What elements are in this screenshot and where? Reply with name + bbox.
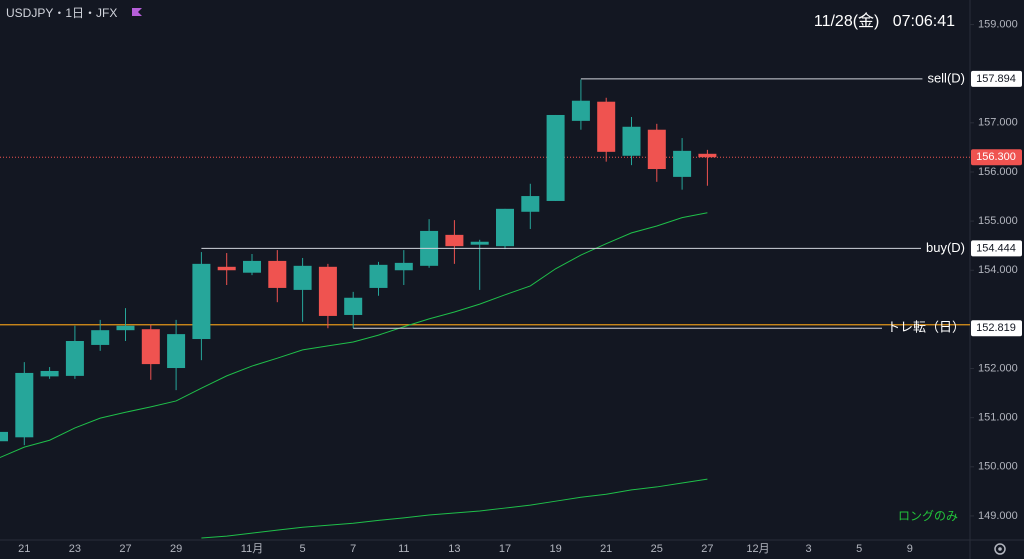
x-tick-label: 17 [499, 543, 511, 555]
candle-body [192, 263, 211, 340]
candle-body [318, 266, 337, 316]
candle-body [394, 262, 413, 271]
x-tick-label: 5 [856, 543, 862, 555]
candle-body [0, 431, 8, 442]
y-tick-label: 150.000 [978, 461, 1018, 473]
y-tick-label: 157.000 [978, 117, 1018, 129]
candle-body [369, 264, 388, 288]
candle-body [268, 260, 287, 288]
x-tick-label: 5 [300, 543, 306, 555]
candle-body [141, 329, 160, 365]
candle-body [698, 153, 717, 158]
candle-body [243, 260, 261, 273]
current-price-tag [971, 149, 1022, 166]
y-tick-label: 152.000 [978, 362, 1018, 374]
candle-body [496, 208, 514, 247]
x-tick-label: 12月 [746, 543, 769, 555]
price-tag-label: 154.444 [976, 242, 1016, 254]
x-tick-label: 29 [170, 543, 182, 555]
x-tick-label: 21 [600, 543, 612, 555]
candle-body [217, 266, 236, 271]
flag-icon[interactable] [132, 8, 142, 16]
candle-body [647, 129, 666, 170]
moving-average [201, 478, 708, 539]
x-tick-label: 25 [651, 543, 663, 555]
y-tick-label: 155.000 [978, 215, 1018, 227]
candle-body [673, 150, 692, 177]
x-tick-label: 23 [69, 543, 81, 555]
candle-body [167, 334, 186, 369]
x-tick-label: 3 [806, 543, 812, 555]
x-tick-label: 19 [549, 543, 561, 555]
plot-area [0, 79, 970, 539]
moving-average [0, 212, 708, 459]
x-tick-label: 11 [398, 543, 409, 555]
level-label: トレ転（日） [887, 320, 965, 335]
symbol: USDJPY・1日・JFX [6, 6, 117, 20]
candle-body [546, 114, 565, 201]
y-tick-label: 149.000 [978, 510, 1018, 522]
candle-body [445, 234, 464, 247]
candle-body [116, 325, 135, 331]
x-tick-label: 7 [350, 543, 356, 555]
price-tag [971, 320, 1022, 337]
annotation: ロングのみ [898, 509, 958, 523]
candle-body [470, 241, 489, 245]
price-tag-label: 152.819 [976, 322, 1016, 334]
x-tick-label: 27 [119, 543, 131, 555]
candle-body [622, 126, 641, 156]
level-label: buy(D) [926, 240, 965, 255]
x-tick-label: 13 [448, 543, 460, 555]
candle-body [40, 370, 59, 377]
y-tick-label: 156.000 [978, 166, 1018, 178]
y-tick-label: 151.000 [978, 412, 1018, 424]
candle-body [293, 265, 312, 290]
candle-body [91, 330, 110, 345]
candle-body [571, 100, 590, 121]
current-price-label: 156.300 [976, 151, 1016, 163]
candle-body [344, 297, 363, 315]
price-tag-label: 157.894 [976, 73, 1016, 85]
level-label: sell(D) [927, 70, 965, 85]
price-tag [971, 240, 1022, 257]
candle-body [521, 196, 540, 212]
candle-body [15, 372, 34, 438]
x-tick-label: 27 [701, 543, 713, 555]
price-tag [971, 70, 1022, 87]
x-tick-label: 9 [907, 543, 913, 555]
settings-icon[interactable] [994, 543, 1006, 555]
clock: 11/28(金) 07:06:41 [814, 12, 955, 30]
candle-body [597, 101, 616, 152]
x-tick-label: 21 [18, 543, 30, 555]
candle-body [65, 341, 84, 376]
y-tick-label: 154.000 [978, 264, 1018, 276]
y-tick-label: 159.000 [978, 18, 1018, 30]
x-tick-label: 11月 [241, 543, 263, 555]
